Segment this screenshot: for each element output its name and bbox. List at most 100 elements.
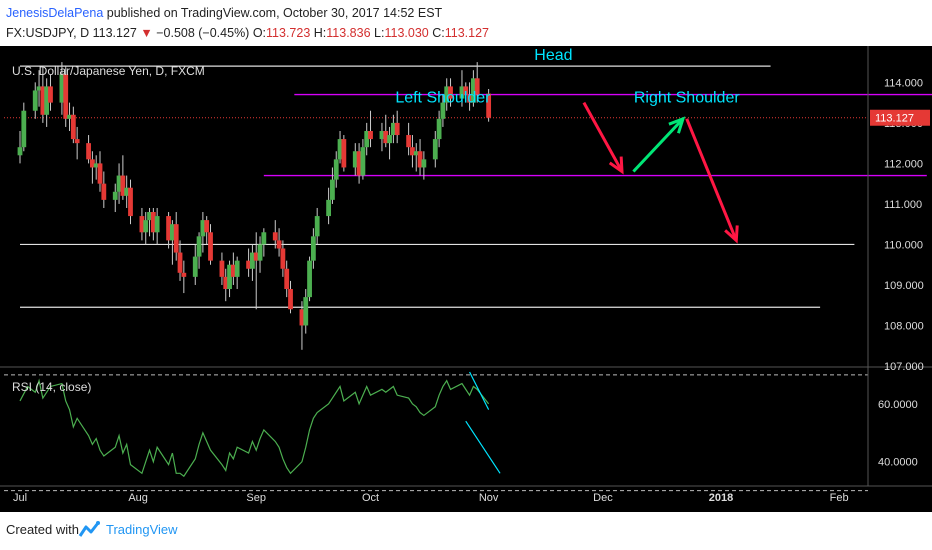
- candle-down: [280, 248, 286, 269]
- candle-down: [97, 163, 103, 184]
- low-label: L:: [374, 26, 385, 40]
- price-tick-label: 111.000: [884, 199, 922, 211]
- last-price: 113.127: [92, 26, 137, 40]
- candle-up: [444, 86, 450, 103]
- candle-up: [257, 244, 263, 261]
- last-price-marker: [870, 109, 930, 126]
- candle-up: [170, 224, 175, 241]
- candle-down: [230, 264, 236, 277]
- rsi-title: RSI (14, close): [12, 380, 91, 394]
- candle-up: [67, 114, 72, 119]
- arrow-head: [668, 116, 686, 134]
- candle-down: [410, 147, 415, 156]
- candle-up: [387, 135, 392, 144]
- candle-up: [307, 260, 312, 298]
- author-link[interactable]: JenesisDelaPena: [6, 6, 104, 20]
- pattern-label-head: Head: [534, 47, 572, 64]
- candle-down: [288, 289, 293, 310]
- candle-up: [310, 236, 316, 261]
- candle-up: [93, 163, 99, 168]
- candle-up: [21, 110, 27, 148]
- candle-up: [364, 130, 370, 148]
- chart-header: JenesisDelaPena published on TradingView…: [0, 0, 932, 46]
- candle-down: [40, 86, 46, 115]
- tradingview-logo-icon[interactable]: [78, 520, 102, 540]
- rsi-tick-label: 60.0000: [878, 399, 918, 411]
- candle-up: [234, 260, 240, 277]
- arrow-head: [724, 225, 739, 244]
- candle-down: [74, 139, 80, 144]
- chart-svg[interactable]: Head Left Shoulder Right Shoulder 114.000 1…: [0, 46, 932, 512]
- candle-up: [116, 175, 122, 192]
- candle-up: [147, 212, 152, 221]
- candle-up: [227, 264, 232, 290]
- ohlc-line: FX:USDJPY, D 113.127 ▼ −0.508 (−0.45%) O…: [6, 26, 489, 40]
- candle-up: [250, 252, 255, 269]
- candle-down: [356, 151, 362, 176]
- pattern-label-left_shoulder: Left Shoulder: [395, 90, 491, 107]
- rsi-divergence-line: [465, 420, 501, 474]
- candle-down: [394, 122, 400, 136]
- candle-down: [173, 224, 179, 253]
- candle-down: [467, 94, 472, 103]
- time-tick-label: Jul: [13, 492, 27, 504]
- price-tick-label: 112.000: [884, 158, 923, 170]
- candle-down: [448, 86, 453, 99]
- candle-down: [181, 272, 187, 277]
- candle-down: [204, 220, 210, 233]
- close-label: C:: [432, 26, 445, 40]
- candle-down: [166, 216, 171, 241]
- open-label: O:: [252, 26, 267, 40]
- time-tick-label: Nov: [479, 492, 499, 504]
- pattern-arrow: [582, 101, 624, 173]
- candle-up: [303, 297, 309, 326]
- candle-up: [360, 147, 366, 176]
- candle-up: [352, 151, 358, 168]
- candle-down: [406, 135, 412, 148]
- down-triangle-icon: ▼: [140, 26, 153, 40]
- candle-up: [330, 179, 335, 200]
- candle-up: [459, 86, 465, 99]
- candle-down: [177, 252, 183, 273]
- close-value: 113.127: [444, 26, 489, 40]
- candle-down: [463, 86, 469, 95]
- arrow-head: [608, 156, 624, 175]
- candle-down: [150, 212, 156, 233]
- candle-up: [112, 191, 118, 200]
- low-value: 113.030: [384, 26, 429, 40]
- candle-down: [368, 130, 373, 140]
- time-tick-label: Feb: [830, 492, 849, 504]
- candle-down: [246, 260, 251, 269]
- time-tick-label: Dec: [593, 492, 613, 504]
- tradingview-brand[interactable]: TradingView: [106, 522, 178, 537]
- candle-up: [196, 236, 202, 257]
- price-change: −0.508 (−0.45%): [156, 26, 250, 40]
- candle-up: [143, 220, 149, 233]
- candle-down: [299, 309, 305, 326]
- rsi-pane[interactable]: [4, 371, 868, 492]
- rsi-line: [19, 378, 490, 478]
- candle-down: [219, 260, 225, 277]
- candle-up: [124, 187, 130, 196]
- price-tick-label: 109.000: [884, 280, 924, 292]
- candle-down: [253, 252, 259, 261]
- pattern-arrow: [632, 117, 685, 173]
- candle-down: [139, 216, 145, 233]
- rsi-divergence-line: [469, 371, 490, 410]
- time-tick-label: Oct: [362, 492, 379, 504]
- candle-down: [276, 240, 282, 249]
- candle-up: [192, 256, 198, 277]
- candle-up: [470, 78, 476, 103]
- candle-down: [70, 114, 76, 140]
- candle-down: [101, 183, 107, 200]
- candle-down: [272, 232, 278, 241]
- candle-up: [154, 216, 160, 233]
- chart-area[interactable]: Head Left Shoulder Right Shoulder 114.000 1…: [0, 46, 932, 512]
- price-pane[interactable]: Head Left Shoulder Right Shoulder: [4, 47, 932, 350]
- candle-up: [436, 118, 442, 140]
- candle-up: [44, 86, 50, 115]
- publish-text: published on TradingView.com, October 30…: [103, 6, 443, 20]
- price-chart-title: U.S. Dollar/Japanese Yen, D, FXCM: [12, 64, 205, 78]
- time-tick-label: Aug: [128, 492, 148, 504]
- candle-up: [413, 151, 419, 156]
